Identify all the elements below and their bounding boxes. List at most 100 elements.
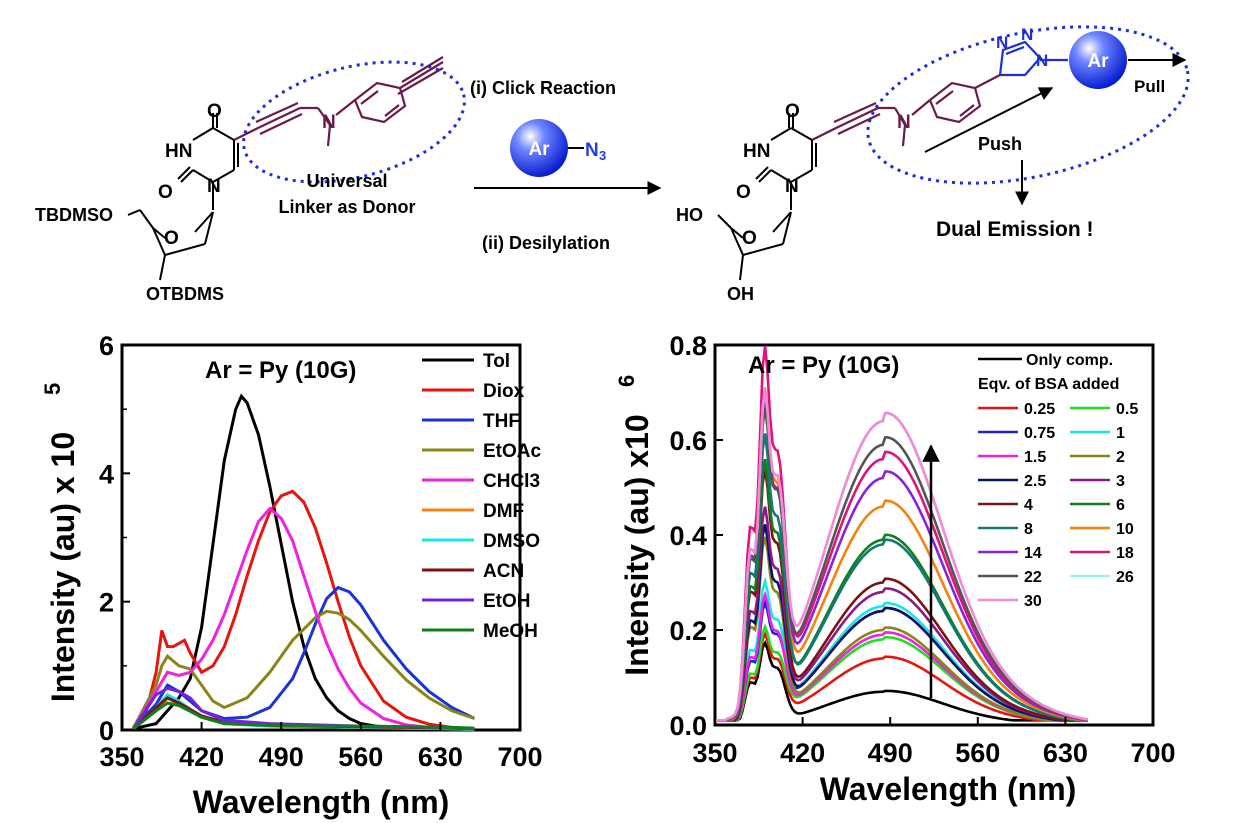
ring-oxygen-label: O bbox=[164, 228, 179, 249]
n1-label: N bbox=[207, 176, 221, 197]
legend-label: 10 bbox=[1116, 521, 1134, 538]
azide-label: N bbox=[585, 140, 599, 161]
x-tick-label: 560 bbox=[955, 738, 1000, 768]
nh-label: HN bbox=[165, 141, 192, 162]
product-amine-n-label: N bbox=[897, 112, 911, 133]
x-tick-label: 420 bbox=[780, 738, 825, 768]
solvent-emission-chart: 350 420 490 560 630 700 0 2 4 6 Ar = Py (10G) To… bbox=[40, 331, 543, 820]
tbdmso-label: TBDMSO bbox=[35, 205, 113, 225]
series-line-etoac bbox=[132, 609, 475, 729]
bsa-titration-chart: 350 420 490 560 630 700 0.00.20.40.60.8 Ar = … bbox=[614, 331, 1176, 807]
y-axis-title: Intensity (au) x10 bbox=[619, 414, 655, 675]
y-axis-ticks: 0 2 4 6 bbox=[99, 331, 130, 746]
series-line-30 bbox=[715, 388, 1089, 722]
linker-caption-line2: Linker as Donor bbox=[278, 197, 415, 217]
series-line-chcl3 bbox=[132, 506, 475, 731]
amine-n-label: N bbox=[322, 112, 336, 133]
product-ring-oxygen-label: O bbox=[742, 228, 757, 249]
y-tick-label: 0.2 bbox=[669, 616, 707, 646]
plot-frame bbox=[120, 343, 522, 732]
x-tick-label: 700 bbox=[497, 742, 542, 772]
y-axis-exponent: 6 bbox=[614, 375, 639, 387]
reagent-ar-sphere bbox=[510, 119, 568, 177]
x-tick-label: 560 bbox=[338, 742, 383, 772]
product-ar-sphere bbox=[1069, 31, 1127, 89]
step1-label: (i) Click Reaction bbox=[470, 78, 616, 98]
push-arrow bbox=[924, 87, 1054, 153]
x-axis-ticks: 350 420 490 560 630 700 bbox=[692, 717, 1176, 768]
y-axis-title-group: Intensity (au) x10 6 bbox=[614, 375, 655, 676]
oxo-mid-label: O bbox=[158, 182, 173, 203]
x-axis-ticks: 350 420 490 560 630 700 bbox=[99, 722, 543, 772]
y-axis-ticks: 0.0 0.2 0.4 0.6 0.8 bbox=[669, 331, 723, 741]
product-oxo-top-label: O bbox=[785, 101, 800, 122]
x-tick-label: 630 bbox=[418, 742, 463, 772]
oh-label: OH bbox=[727, 284, 754, 304]
legend-label: 0.75 bbox=[1024, 425, 1055, 442]
y-tick-label: 0.0 bbox=[669, 711, 707, 741]
push-label: Push bbox=[978, 134, 1022, 154]
linker-structure-right bbox=[811, 74, 1001, 147]
legend-label: 3 bbox=[1116, 473, 1125, 490]
legend-label: DMSO bbox=[483, 531, 540, 552]
right-atom-labels: O HN O N O N HO OH N N N bbox=[676, 25, 1048, 304]
left-atom-labels: O HN O N O N TBDMSO OTBDMS Universal Lin… bbox=[35, 101, 416, 304]
donor-linker-ellipse bbox=[242, 60, 466, 184]
y-tick-label: 6 bbox=[99, 331, 114, 361]
series-line-14 bbox=[715, 400, 1089, 722]
x-tick-label: 700 bbox=[1130, 738, 1175, 768]
legend-label: Tol bbox=[483, 351, 510, 372]
ho-label: HO bbox=[676, 205, 703, 225]
legend-label: 30 bbox=[1024, 593, 1042, 610]
x-tick-label: 490 bbox=[259, 742, 304, 772]
series-line-meoh bbox=[132, 701, 475, 730]
triazole-n3-label: N bbox=[996, 33, 1008, 52]
legend-label: 8 bbox=[1024, 521, 1033, 538]
y-axis-exponent: 5 bbox=[40, 383, 65, 395]
legend-label: ACN bbox=[483, 561, 524, 582]
legend-label: 0.5 bbox=[1116, 401, 1138, 418]
y-axis-title: Intensity (au) x 10 bbox=[45, 432, 81, 702]
legend-label: 1.5 bbox=[1024, 449, 1046, 466]
reaction-scheme: O HN O N O N TBDMSO OTBDMS Universal Lin… bbox=[35, 25, 1190, 304]
series-line-diox bbox=[132, 489, 475, 731]
triazole-n2-label: N bbox=[1021, 25, 1033, 44]
y-tick-label: 0.4 bbox=[669, 521, 707, 551]
product-oxo-mid-label: O bbox=[736, 182, 751, 203]
series-line-0-25 bbox=[715, 630, 1088, 722]
linker-caption-line1: Universal bbox=[306, 171, 387, 191]
legend: Only comp. Eqv. of BSA added 0.25 0.5 0.75 1 1… bbox=[978, 352, 1138, 610]
series-line-only-comp- bbox=[715, 639, 1088, 722]
legend-label: 0.25 bbox=[1024, 401, 1055, 418]
series-line-10 bbox=[715, 387, 1088, 722]
legend-label: 2.5 bbox=[1024, 473, 1046, 490]
legend-label: 6 bbox=[1116, 497, 1125, 514]
series-line-8 bbox=[715, 433, 1088, 722]
legend-label: CHCl3 bbox=[483, 471, 540, 492]
x-axis-title: Wavelength (nm) bbox=[193, 784, 450, 820]
linker-structure-left bbox=[233, 56, 444, 147]
legend-label: 18 bbox=[1116, 545, 1134, 562]
series-line-tol bbox=[133, 393, 475, 732]
chart-annotation: Ar = Py (10G) bbox=[205, 357, 356, 384]
azide-subscript: 3 bbox=[599, 148, 606, 163]
triazole-ring bbox=[998, 40, 1068, 77]
x-tick-label: 350 bbox=[692, 738, 737, 768]
reagent-ar-label: Ar bbox=[528, 139, 550, 160]
legend-label: Diox bbox=[483, 381, 525, 402]
legend-header: Eqv. of BSA added bbox=[978, 376, 1119, 393]
triazole-n1-label: N bbox=[1036, 51, 1048, 70]
dual-emission-label: Dual Emission ! bbox=[936, 218, 1094, 241]
legend-label: 14 bbox=[1024, 545, 1042, 562]
chart-annotation: Ar = Py (10G) bbox=[748, 352, 899, 379]
y-tick-label: 0.8 bbox=[669, 331, 707, 361]
product-n1-label: N bbox=[785, 176, 799, 197]
legend-label: 2 bbox=[1116, 449, 1125, 466]
legend-label: 22 bbox=[1024, 569, 1042, 586]
series-line-22 bbox=[715, 406, 1089, 722]
legend-label: DMF bbox=[483, 501, 524, 522]
reaction-arrow-group: (i) Click Reaction Ar N 3 (ii) Desilylat… bbox=[470, 78, 662, 253]
legend-label: MeOH bbox=[483, 621, 538, 642]
push-pull-ellipse bbox=[866, 25, 1190, 185]
